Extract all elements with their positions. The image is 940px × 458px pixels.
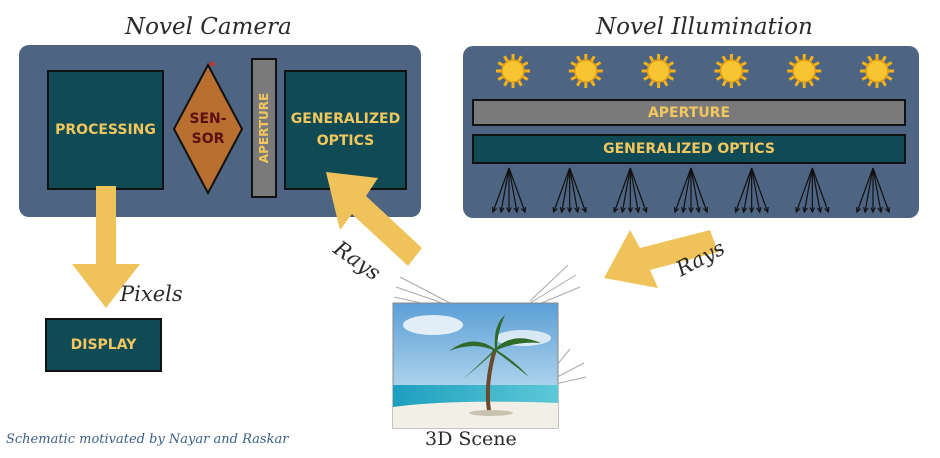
sun-icon [496, 54, 530, 88]
processing-label: PROCESSING [55, 122, 156, 138]
camera-aperture-label: APERTURE [257, 92, 272, 164]
ray-fan [795, 167, 830, 214]
sun-icon [714, 54, 749, 88]
processing-box: PROCESSING [47, 70, 164, 190]
scene-label: 3D Scene [425, 428, 517, 450]
ray-fan [613, 167, 648, 214]
pixels-arrow [72, 186, 140, 308]
pixels-label: Pixels [120, 282, 183, 306]
rays-arrow-left [326, 172, 422, 266]
sensor-label-line1: SEN- [189, 111, 227, 127]
ray-fan [855, 167, 891, 214]
sun-icon [641, 54, 676, 88]
novel-illumination-title: Novel Illumination [596, 14, 813, 40]
illumination-optics-bar: GENERALIZED OPTICS [472, 134, 906, 164]
sun-icon [860, 54, 894, 88]
ray-fan [673, 167, 709, 214]
camera-aperture-bar: APERTURE [251, 58, 277, 198]
credit-text: Schematic motivated by Nayar and Raskar [6, 432, 289, 447]
ray-fan [491, 167, 527, 214]
optics-label-line2: OPTICS [316, 133, 375, 149]
ray-fan [552, 167, 587, 214]
ray-fans [491, 167, 891, 214]
display-label: DISPLAY [70, 337, 137, 353]
sun-icon [568, 54, 603, 88]
display-box: DISPLAY [45, 318, 162, 372]
sensor-label: SEN- SOR [172, 109, 244, 149]
illumination-aperture-bar: APERTURE [472, 99, 906, 126]
illumination-aperture-label: APERTURE [647, 104, 731, 121]
rays-arrow-right [604, 230, 718, 288]
sensor-diamond [172, 61, 244, 196]
novel-camera-title: Novel Camera [125, 14, 292, 40]
sun-icon [787, 54, 822, 88]
scene-image [392, 302, 559, 429]
ray-fan [734, 167, 769, 214]
optics-label-line1: GENERALIZED [290, 111, 401, 127]
sun-row [496, 54, 894, 88]
illumination-optics-label: GENERALIZED OPTICS [603, 141, 775, 157]
sensor-label-line2: SOR [191, 131, 225, 147]
